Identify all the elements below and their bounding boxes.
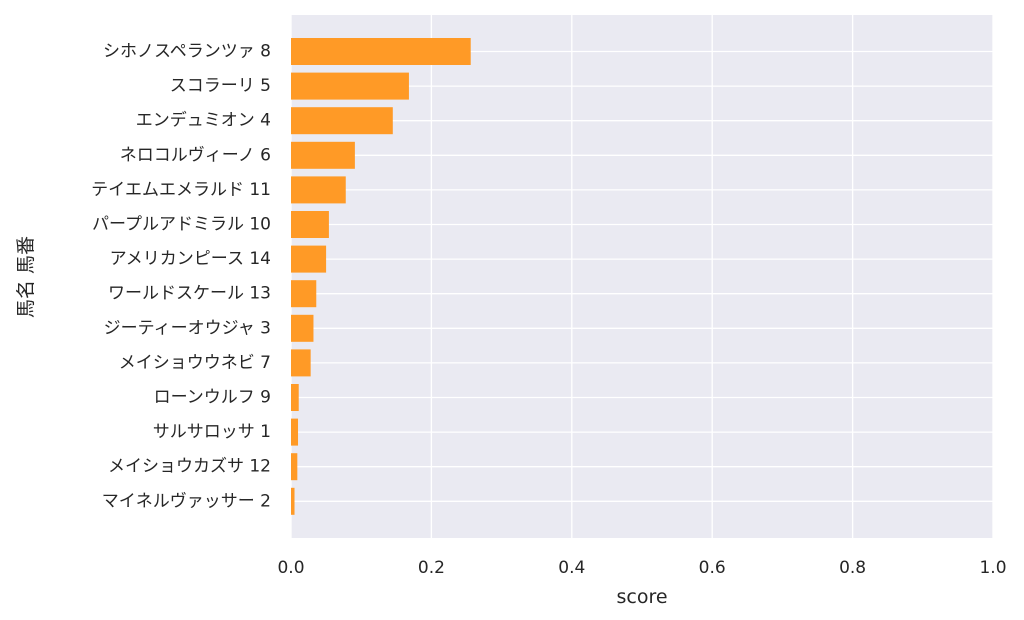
bar <box>291 349 311 377</box>
x-tick-label: 0.0 <box>277 558 304 578</box>
bar <box>291 245 327 273</box>
bar <box>291 487 295 515</box>
y-tick-label: サルサロッサ 1 <box>153 422 271 442</box>
x-tick-label: 0.6 <box>699 558 726 578</box>
bar <box>291 314 314 342</box>
y-tick-label: ジーティーオウジャ 3 <box>104 318 271 338</box>
x-tick-label: 1.0 <box>979 558 1006 578</box>
x-tick-label: 0.4 <box>558 558 585 578</box>
bar <box>291 453 298 481</box>
y-tick-label: ネロコルヴィーノ 6 <box>120 145 271 165</box>
y-tick-label: マイネルヴァッサー 2 <box>102 491 271 511</box>
bar <box>291 418 299 446</box>
y-tick-label: メイショウカズサ 12 <box>108 457 271 477</box>
x-tick-label: 0.8 <box>839 558 866 578</box>
y-axis-label: 馬名 馬番 <box>15 236 37 318</box>
bar <box>291 141 355 169</box>
x-axis-label: score <box>616 586 667 608</box>
bar <box>291 72 409 100</box>
y-tick-label: エンデュミオン 4 <box>136 110 271 131</box>
bar <box>291 176 346 204</box>
plot-area <box>291 15 993 538</box>
bar <box>291 211 329 238</box>
bar <box>291 280 317 308</box>
x-tick-label: 0.2 <box>418 558 445 578</box>
bar <box>291 384 299 411</box>
bars <box>291 38 471 515</box>
x-tick-labels: 0.0 0.2 0.4 0.6 0.8 1.0 <box>277 558 1006 578</box>
bar <box>291 107 393 135</box>
y-tick-label: テイエムエメラルド 11 <box>91 180 271 200</box>
y-tick-label: アメリカンピース 14 <box>110 249 271 269</box>
y-tick-label: スコラーリ 5 <box>170 76 271 96</box>
y-tick-label: ローンウルフ 9 <box>154 388 271 408</box>
bar <box>291 38 471 65</box>
y-tick-label: ワールドスケール 13 <box>108 284 271 304</box>
y-tick-label: メイショウウネビ 7 <box>119 353 271 373</box>
y-tick-labels: シホノスペランツァ 8 スコラーリ 5 エンデュミオン 4 ネロコルヴィーノ 6 テイエ… <box>91 42 271 512</box>
y-tick-label: パープルアドミラル 10 <box>92 215 271 235</box>
y-tick-label: シホノスペランツァ 8 <box>103 42 271 62</box>
